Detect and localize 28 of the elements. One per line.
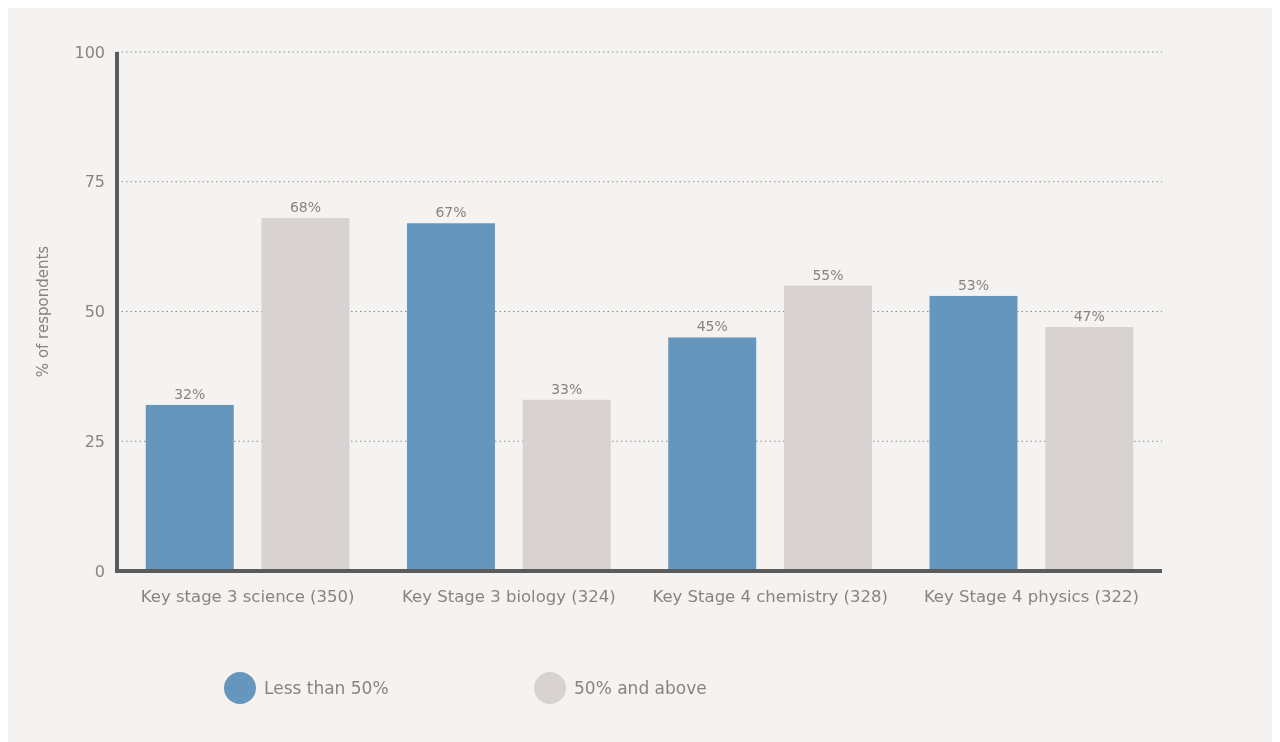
bar xyxy=(929,295,1018,571)
legend-label: 50% and above xyxy=(574,677,707,698)
bar xyxy=(406,223,495,571)
bar xyxy=(668,337,757,571)
data-label: 45% xyxy=(696,318,728,335)
bar xyxy=(261,218,350,571)
data-label: 47% xyxy=(1073,308,1105,325)
y-tick-label: 50 xyxy=(84,302,105,322)
x-tick-label: Key Stage 3 biology (324) xyxy=(402,587,616,606)
data-label: 67% xyxy=(435,204,467,221)
y-tick-label: 100 xyxy=(74,42,105,62)
y-tick-label: 25 xyxy=(84,431,105,451)
data-label: 53% xyxy=(957,276,990,293)
x-tick-label: Key stage 3 science (350) xyxy=(140,587,355,606)
y-axis-title: % of respondents xyxy=(34,245,52,378)
y-tick-label: 75 xyxy=(84,172,105,192)
data-label: 55% xyxy=(812,266,844,283)
data-label: 68% xyxy=(289,199,322,216)
bar xyxy=(145,404,234,571)
legend-label: Less than 50% xyxy=(264,677,389,698)
bar xyxy=(522,399,611,571)
bar xyxy=(1045,327,1134,571)
bar xyxy=(784,285,873,571)
data-label: 33% xyxy=(551,380,583,397)
data-label: 32% xyxy=(174,385,206,402)
y-tick-label: 0 xyxy=(94,561,105,581)
x-tick-label: Key Stage 4 physics (322) xyxy=(923,587,1139,606)
x-tick-label: Key Stage 4 chemistry (328) xyxy=(652,587,888,606)
